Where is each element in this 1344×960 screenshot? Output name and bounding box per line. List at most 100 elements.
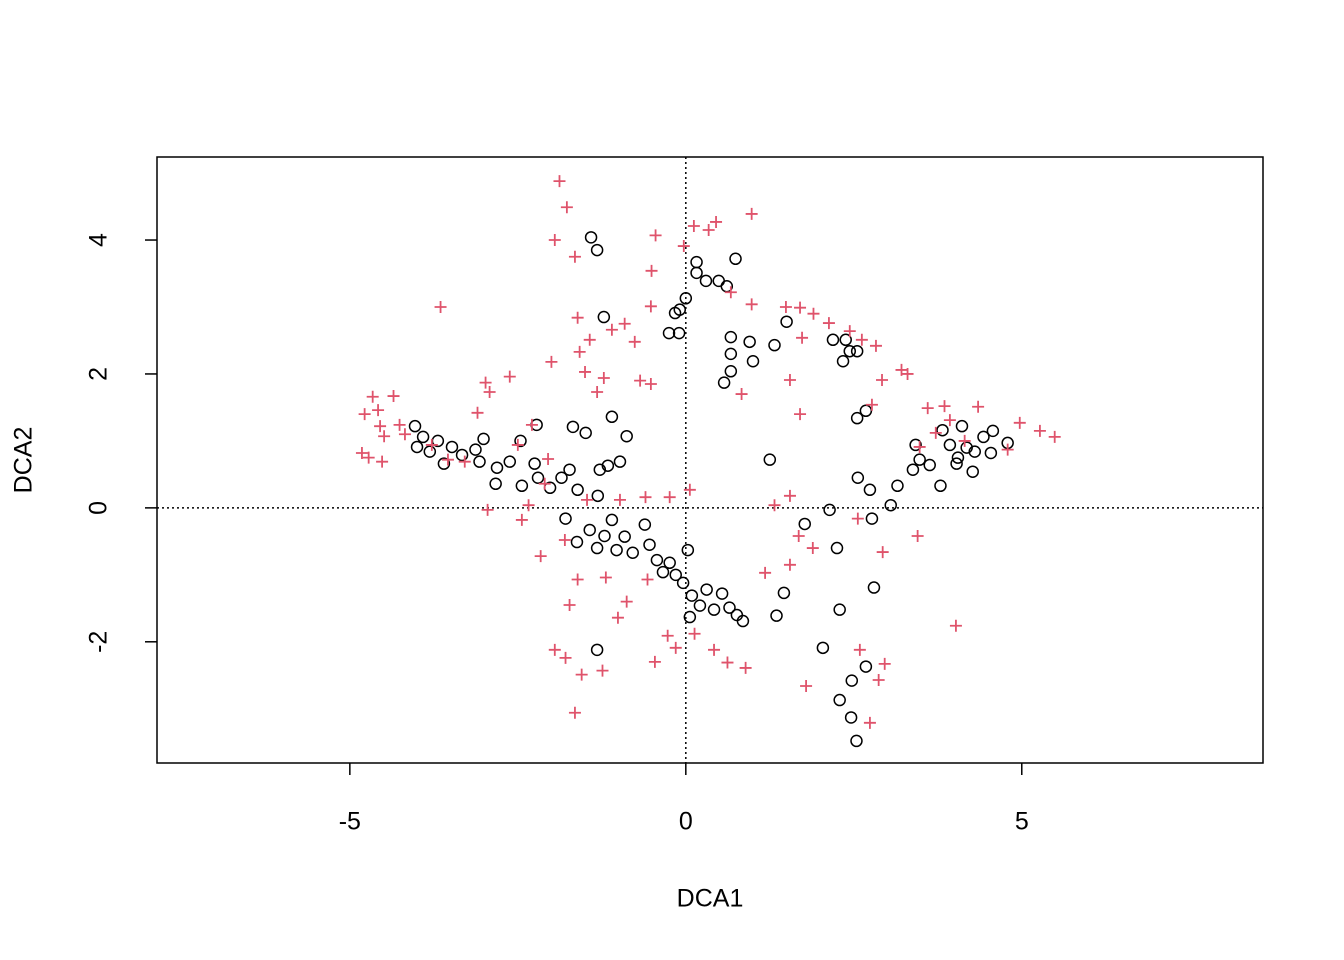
site-point <box>410 440 424 454</box>
species-point <box>645 264 658 277</box>
species-point <box>745 298 758 311</box>
species-point <box>374 420 387 433</box>
site-point <box>676 576 690 590</box>
site-point <box>610 543 623 557</box>
site-point <box>555 471 568 484</box>
site-point <box>681 543 695 557</box>
site-point <box>473 455 486 468</box>
site-point <box>469 443 482 456</box>
species-point <box>573 345 586 358</box>
species-point <box>688 627 701 640</box>
species-point <box>972 400 985 413</box>
site-point <box>566 420 580 434</box>
species-point <box>865 398 878 411</box>
y-tick-label: 2 <box>85 367 113 381</box>
site-point <box>626 546 639 559</box>
species-point <box>1048 430 1061 443</box>
site-point <box>891 479 904 493</box>
site-point <box>865 512 879 525</box>
species-point <box>634 374 647 387</box>
species-point <box>483 386 496 399</box>
species-point <box>596 664 609 677</box>
site-point <box>743 335 756 349</box>
species-point <box>372 404 385 417</box>
site-point <box>591 489 605 503</box>
species-point <box>783 558 796 571</box>
species-point <box>553 175 566 188</box>
site-point <box>763 453 777 466</box>
species-point <box>735 388 748 401</box>
species-point <box>641 573 654 586</box>
site-point <box>724 365 738 378</box>
site-point <box>563 463 576 476</box>
site-point <box>850 344 864 358</box>
species-point <box>515 513 528 526</box>
species-point <box>796 331 809 344</box>
y-tick-label: 0 <box>85 501 113 515</box>
site-point <box>490 461 504 474</box>
species-point <box>376 455 389 468</box>
site-point <box>736 614 750 628</box>
site-point <box>845 674 859 687</box>
species-point <box>599 571 612 584</box>
site-point <box>693 599 707 612</box>
species-point <box>644 300 657 313</box>
site-point <box>408 419 422 433</box>
species-point <box>911 530 924 543</box>
species-point <box>669 641 682 654</box>
species-point <box>479 376 492 389</box>
site-point <box>477 432 490 446</box>
species-point <box>398 428 411 441</box>
species-point <box>872 673 885 686</box>
site-point <box>605 410 619 424</box>
site-point <box>844 711 858 724</box>
y-tick-label: 4 <box>85 233 113 247</box>
site-point <box>643 538 656 551</box>
species-point <box>639 491 652 504</box>
site-point <box>416 430 430 444</box>
site-point <box>559 512 572 525</box>
site-point <box>951 451 965 464</box>
species-point <box>471 406 484 419</box>
species-point <box>358 408 371 421</box>
site-point <box>936 423 949 437</box>
site-point <box>503 455 517 468</box>
site-point <box>913 453 926 466</box>
species-point <box>1013 416 1026 429</box>
species-point <box>710 215 723 228</box>
species-point <box>548 643 561 656</box>
species-point <box>542 452 555 465</box>
site-point <box>515 479 529 493</box>
site-point <box>955 419 969 433</box>
species-point <box>568 706 581 719</box>
species-point <box>851 512 864 525</box>
species-point <box>913 440 926 453</box>
species-point <box>663 491 676 504</box>
x-tick-label: 5 <box>1015 808 1029 836</box>
species-point <box>628 335 641 348</box>
species-point <box>794 301 807 314</box>
site-point <box>514 434 527 448</box>
species-point <box>677 240 690 253</box>
site-point <box>984 446 998 460</box>
site-point <box>700 583 713 596</box>
species-point <box>876 546 889 559</box>
species-point <box>425 438 438 451</box>
species-point <box>393 418 406 431</box>
species-point <box>683 483 696 496</box>
site-point <box>833 603 846 616</box>
site-point <box>579 426 592 440</box>
site-point <box>699 274 713 288</box>
species-point <box>648 655 661 668</box>
species-point <box>745 207 758 220</box>
site-point <box>590 541 604 555</box>
site-point <box>723 601 736 614</box>
species-point <box>855 333 868 346</box>
site-point <box>620 429 633 443</box>
site-point <box>571 483 584 497</box>
species-point <box>759 566 772 579</box>
species-point <box>434 300 447 313</box>
species-point <box>794 408 807 421</box>
site-point <box>923 458 936 472</box>
